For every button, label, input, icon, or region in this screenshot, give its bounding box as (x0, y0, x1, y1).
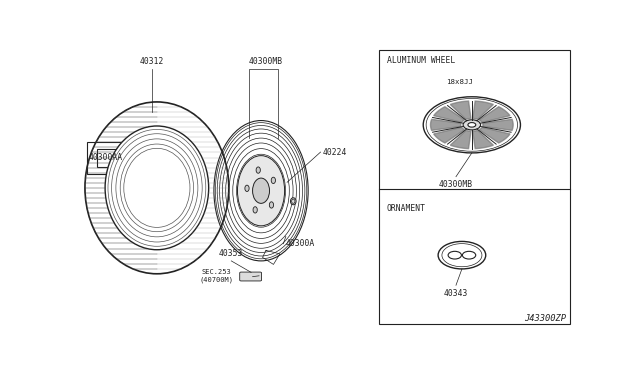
Ellipse shape (237, 155, 285, 226)
Text: ALUMINUM WHEEL: ALUMINUM WHEEL (387, 56, 455, 65)
Text: 40300A: 40300A (286, 239, 315, 248)
Polygon shape (473, 131, 493, 149)
Text: 40353: 40353 (219, 249, 243, 258)
Circle shape (468, 122, 476, 127)
Text: 18x8JJ: 18x8JJ (446, 79, 473, 85)
Text: ORNAMENT: ORNAMENT (387, 203, 426, 213)
Text: 40224: 40224 (323, 148, 348, 157)
Polygon shape (451, 101, 471, 119)
Ellipse shape (253, 207, 257, 213)
Polygon shape (473, 101, 493, 119)
Bar (97, 150, 125, 167)
Text: 40300AA: 40300AA (89, 153, 123, 162)
Text: 40343: 40343 (444, 289, 468, 298)
Ellipse shape (105, 126, 209, 250)
Text: J43300ZP: J43300ZP (524, 314, 566, 323)
Polygon shape (431, 119, 461, 130)
Ellipse shape (271, 177, 275, 183)
Text: SEC.253
(40700M): SEC.253 (40700M) (200, 269, 234, 283)
FancyBboxPatch shape (240, 272, 262, 281)
Ellipse shape (269, 202, 273, 208)
Circle shape (463, 120, 481, 130)
Ellipse shape (125, 150, 189, 226)
Ellipse shape (253, 178, 269, 203)
Ellipse shape (256, 167, 260, 173)
Bar (88, 142, 142, 173)
Text: 40300MB: 40300MB (249, 57, 283, 66)
Polygon shape (451, 131, 471, 149)
Text: 40300MB: 40300MB (439, 180, 473, 189)
Ellipse shape (291, 198, 296, 205)
Polygon shape (483, 119, 513, 130)
Text: 40312: 40312 (140, 57, 164, 66)
Polygon shape (479, 127, 510, 143)
Polygon shape (434, 127, 465, 143)
Ellipse shape (245, 185, 249, 192)
Polygon shape (434, 107, 465, 122)
Bar (379, 50, 570, 324)
Polygon shape (479, 107, 510, 122)
